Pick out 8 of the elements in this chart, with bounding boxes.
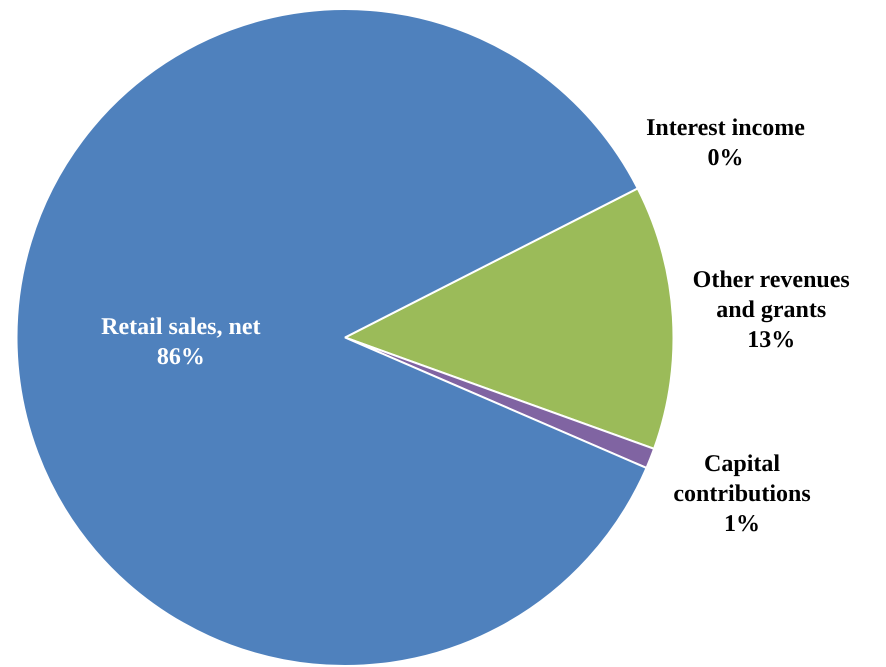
slice-label: Retail sales, net	[101, 314, 260, 340]
data-label: 1%	[724, 510, 760, 537]
category-label: Interest income	[646, 114, 805, 141]
data-label: 13%	[747, 326, 796, 353]
slice-label: Capital contributions	[673, 450, 811, 507]
data-label: 86%	[156, 344, 205, 370]
text: 0%	[708, 144, 744, 171]
slice-label: Other revenues and grants	[692, 266, 850, 323]
